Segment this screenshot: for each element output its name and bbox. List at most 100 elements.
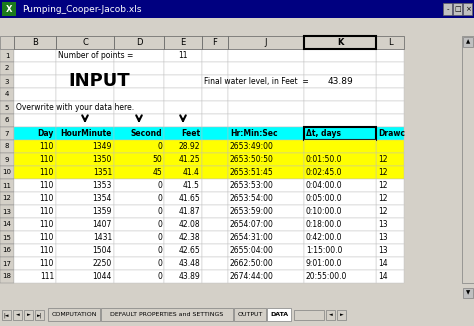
Bar [228, 62, 304, 75]
Text: Feet: Feet [181, 129, 200, 138]
Bar [202, 166, 228, 179]
Text: Second: Second [130, 129, 162, 138]
Bar [0, 257, 14, 270]
Bar [304, 49, 376, 62]
Bar [202, 179, 228, 192]
Text: 0: 0 [157, 142, 162, 151]
Bar [376, 75, 404, 88]
Text: 50: 50 [152, 155, 162, 164]
Bar [14, 270, 56, 283]
Bar [202, 192, 228, 205]
Bar [14, 179, 56, 192]
Bar [228, 88, 304, 101]
Text: COMPUTATION: COMPUTATION [51, 313, 97, 318]
Bar [463, 37, 473, 47]
Bar [164, 75, 202, 88]
Bar [0, 62, 14, 75]
Bar [376, 49, 404, 62]
Bar [14, 257, 56, 270]
Text: 2653:53:00: 2653:53:00 [230, 181, 274, 190]
Text: 16: 16 [2, 247, 11, 254]
Bar [228, 140, 304, 153]
Text: |◄: |◄ [4, 312, 9, 318]
Bar [304, 231, 376, 244]
Text: 13: 13 [378, 246, 388, 255]
Text: E: E [181, 38, 186, 47]
Bar [228, 270, 304, 283]
Bar [202, 101, 228, 114]
Text: 9:01:00.0: 9:01:00.0 [306, 259, 343, 268]
Text: 11: 11 [178, 51, 188, 60]
Bar [202, 75, 228, 88]
Bar [228, 127, 304, 140]
Text: 42.38: 42.38 [178, 233, 200, 242]
Text: 42.08: 42.08 [178, 220, 200, 229]
Bar [0, 88, 14, 101]
Text: J: J [265, 38, 267, 47]
Bar [304, 88, 376, 101]
Bar [56, 49, 114, 62]
Bar [14, 49, 56, 62]
Bar [56, 244, 114, 257]
Bar [101, 308, 233, 321]
Text: 11: 11 [2, 183, 11, 188]
Bar [164, 114, 202, 127]
Text: 17: 17 [2, 260, 11, 266]
Bar [164, 140, 202, 153]
Bar [0, 205, 14, 218]
Bar [202, 36, 228, 49]
Bar [304, 205, 376, 218]
Bar [228, 244, 304, 257]
Text: 111: 111 [40, 272, 54, 281]
Bar [294, 310, 324, 320]
Text: 12: 12 [378, 168, 388, 177]
Bar [114, 88, 164, 101]
Text: 45: 45 [152, 168, 162, 177]
Bar [14, 166, 56, 179]
Bar [0, 140, 14, 153]
Text: 2653:49:00: 2653:49:00 [230, 142, 274, 151]
Text: 12: 12 [378, 155, 388, 164]
Text: 1354: 1354 [92, 194, 112, 203]
Text: 42.65: 42.65 [178, 246, 200, 255]
Text: Pumping_Cooper-Jacob.xls: Pumping_Cooper-Jacob.xls [22, 5, 142, 14]
Text: 0: 0 [157, 272, 162, 281]
Bar [337, 310, 346, 320]
Bar [228, 192, 304, 205]
Bar [228, 205, 304, 218]
Bar [376, 127, 404, 140]
Bar [114, 36, 164, 49]
Bar [0, 306, 474, 326]
Text: □: □ [454, 7, 461, 12]
Text: 0:10:00.0: 0:10:00.0 [306, 207, 343, 216]
Bar [24, 310, 33, 320]
Bar [326, 310, 335, 320]
Bar [114, 179, 164, 192]
Bar [462, 36, 474, 283]
Bar [228, 114, 304, 127]
Bar [164, 166, 202, 179]
Bar [376, 231, 404, 244]
Bar [114, 101, 164, 114]
Bar [164, 101, 202, 114]
Text: 2653:54:00: 2653:54:00 [230, 194, 274, 203]
Text: 20:55:00.0: 20:55:00.0 [306, 272, 347, 281]
Text: ▼: ▼ [466, 290, 470, 295]
Text: 2674:44:00: 2674:44:00 [230, 272, 274, 281]
Bar [228, 218, 304, 231]
Bar [164, 205, 202, 218]
Text: 1:15:00.0: 1:15:00.0 [306, 246, 342, 255]
Text: 0:42:00.0: 0:42:00.0 [306, 233, 343, 242]
Bar [228, 75, 304, 88]
Bar [164, 257, 202, 270]
Bar [164, 231, 202, 244]
Text: 1: 1 [5, 52, 9, 58]
Text: ►: ► [27, 313, 30, 318]
Bar [202, 231, 228, 244]
Bar [2, 2, 16, 16]
Text: L: L [388, 38, 392, 47]
Bar [114, 218, 164, 231]
Text: 4: 4 [5, 92, 9, 97]
Text: 0: 0 [157, 246, 162, 255]
Bar [376, 166, 404, 179]
